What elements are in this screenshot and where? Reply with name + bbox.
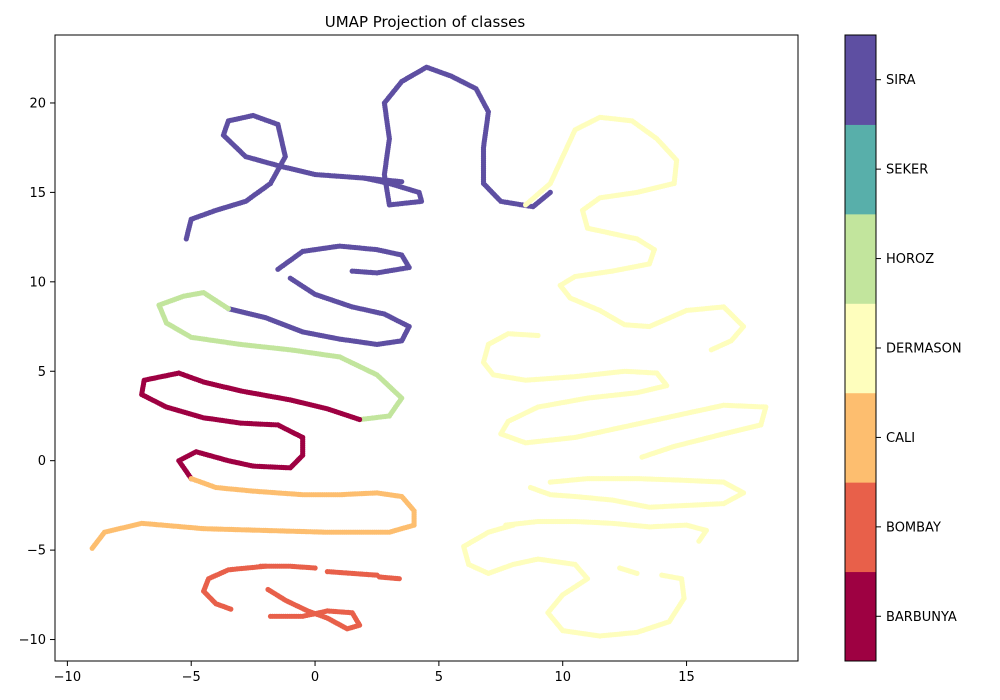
chart-title: UMAP Projection of classes	[325, 13, 526, 31]
colorbar-segment	[845, 124, 876, 215]
x-tick-label: 0	[311, 670, 319, 685]
plot-frame	[54, 34, 799, 662]
scatter-point	[89, 545, 95, 551]
colorbar-segment	[845, 303, 876, 394]
y-tick-label: 20	[29, 96, 46, 111]
colorbar-label: CALI	[886, 431, 915, 446]
colorbar-frame	[844, 34, 877, 662]
colorbar-label: SIRA	[886, 73, 916, 88]
y-tick-label: −5	[27, 544, 46, 559]
x-tick-label: 5	[435, 670, 443, 685]
scatter-point	[547, 189, 553, 195]
x-tick-label: −10	[54, 670, 81, 685]
scatter-point	[396, 576, 402, 582]
scatter-point	[349, 268, 355, 274]
colorbar-segment	[845, 392, 876, 483]
x-axis: −10 −5 0 5 10 15	[54, 661, 695, 685]
colorbar-label: DERMASON	[886, 342, 962, 357]
scatter-points	[89, 64, 769, 639]
colorbar-segment	[845, 35, 876, 125]
scatter-point	[634, 570, 640, 577]
colorbar-segment	[845, 482, 876, 573]
colorbar-segment	[845, 213, 876, 304]
colorbar-segment	[845, 571, 876, 662]
scatter-point	[312, 565, 318, 571]
colorbar-label: HOROZ	[886, 252, 934, 267]
x-tick-label: 10	[554, 670, 571, 685]
y-tick-label: 0	[38, 454, 46, 469]
scatter-point	[267, 613, 274, 619]
colorbar-label: BARBUNYA	[886, 610, 957, 625]
scatter-point	[659, 572, 665, 578]
x-tick-label: −5	[182, 670, 201, 685]
y-tick-label: −10	[19, 633, 46, 648]
colorbar: BARBUNYA BOMBAY CALI DERMASON HOROZ SEKER SIRA	[844, 34, 962, 662]
y-tick-label: 10	[29, 275, 46, 290]
colorbar-label: BOMBAY	[886, 520, 941, 535]
y-axis: −10 −5 0 5 10 15 20	[19, 96, 55, 648]
y-tick-label: 5	[38, 365, 46, 380]
scatter-point	[639, 454, 645, 460]
scatter-point	[399, 179, 405, 185]
x-tick-label: 15	[678, 670, 695, 685]
colorbar-label: SEKER	[886, 163, 928, 178]
scatter-point	[708, 347, 714, 353]
y-tick-label: 15	[29, 186, 46, 201]
scatter-point	[228, 606, 234, 612]
scatter-point	[527, 484, 534, 491]
scatter-point	[696, 538, 702, 544]
